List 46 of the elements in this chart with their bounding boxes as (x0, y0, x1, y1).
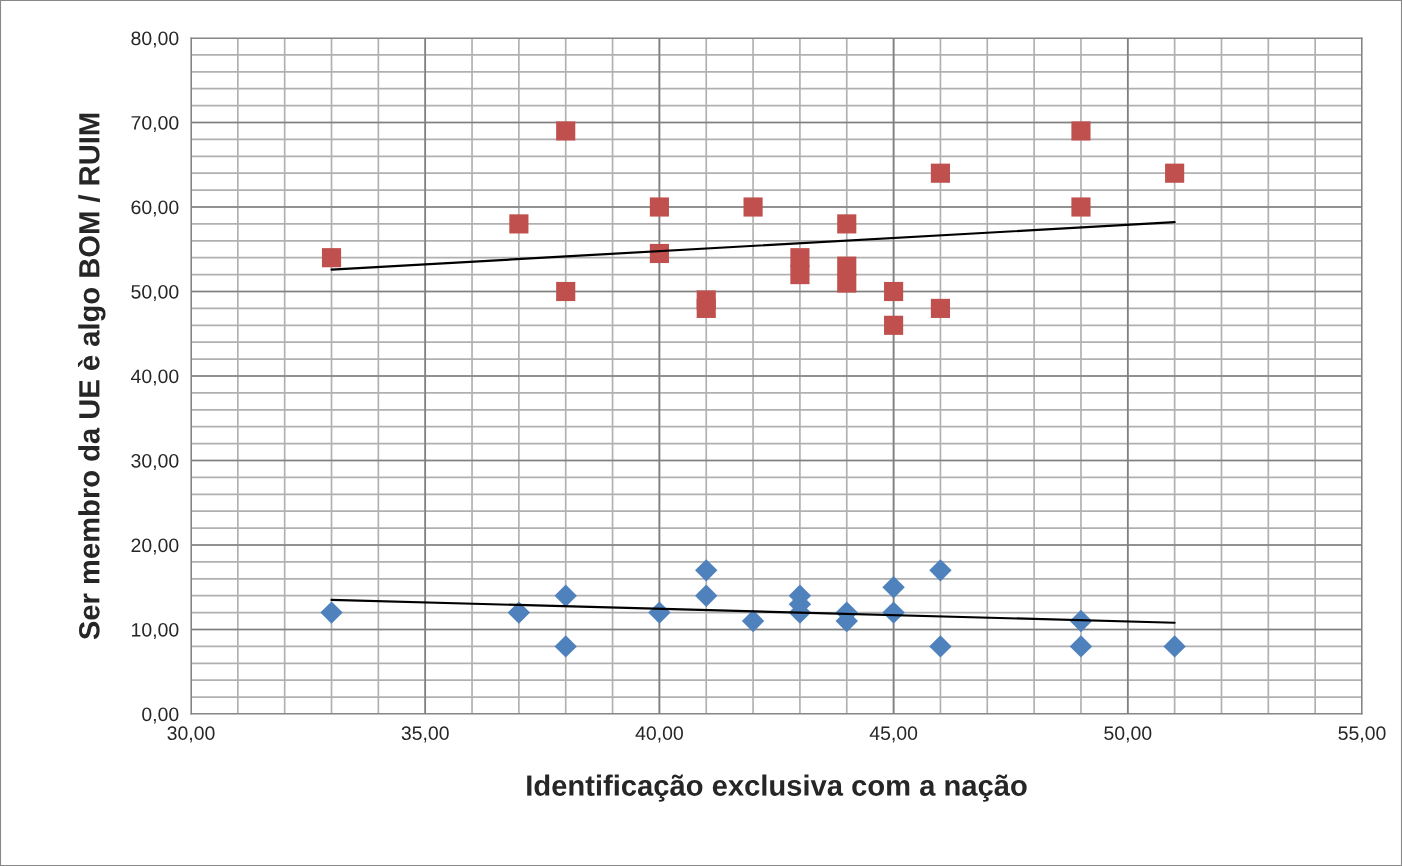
point (649, 197, 669, 217)
point (554, 584, 577, 607)
point (882, 576, 905, 599)
point (1165, 163, 1185, 183)
y-axis-title: Ser membro da UE è algo BOM / RUIM (77, 113, 106, 640)
y-tick-label: 80,00 (131, 31, 179, 48)
point (741, 609, 765, 633)
point (790, 265, 810, 285)
x-tick-label: 55,00 (1338, 726, 1386, 743)
point (556, 121, 576, 141)
point (1071, 121, 1091, 141)
x-tick-label: 50,00 (1104, 726, 1152, 743)
point (320, 601, 343, 624)
y-tick-label: 60,00 (131, 200, 179, 217)
point (695, 584, 718, 607)
point (696, 298, 716, 318)
point (837, 214, 857, 234)
point (695, 559, 718, 582)
point (554, 635, 577, 658)
point (930, 298, 951, 318)
y-tick-label: 0,00 (142, 707, 179, 724)
point (743, 197, 763, 217)
point (1163, 635, 1186, 658)
y-tick-label: 70,00 (131, 115, 179, 133)
y-tick-label: 30,00 (131, 453, 179, 471)
x-tick-label: 40,00 (635, 726, 683, 743)
y-tick-label: 10,00 (132, 622, 179, 640)
point (1071, 197, 1091, 217)
point (556, 281, 576, 302)
point (1069, 635, 1093, 658)
point (507, 601, 531, 624)
y-tick-label: 40,00 (130, 369, 179, 386)
point (321, 248, 342, 268)
point (929, 559, 952, 582)
point (837, 273, 857, 293)
point (884, 281, 904, 302)
y-tick-label: 20,00 (131, 538, 179, 555)
x-tick-label: 45,00 (869, 726, 918, 743)
y-tick-label: 50,00 (131, 284, 179, 302)
point (929, 635, 952, 658)
x-tick-label: 30,00 (167, 726, 215, 743)
point (884, 315, 904, 335)
point (509, 214, 529, 234)
x-axis-title: Identificação exclusiva com a nação (527, 774, 1027, 802)
point (930, 163, 951, 183)
x-tick-label: 35,00 (401, 726, 449, 743)
